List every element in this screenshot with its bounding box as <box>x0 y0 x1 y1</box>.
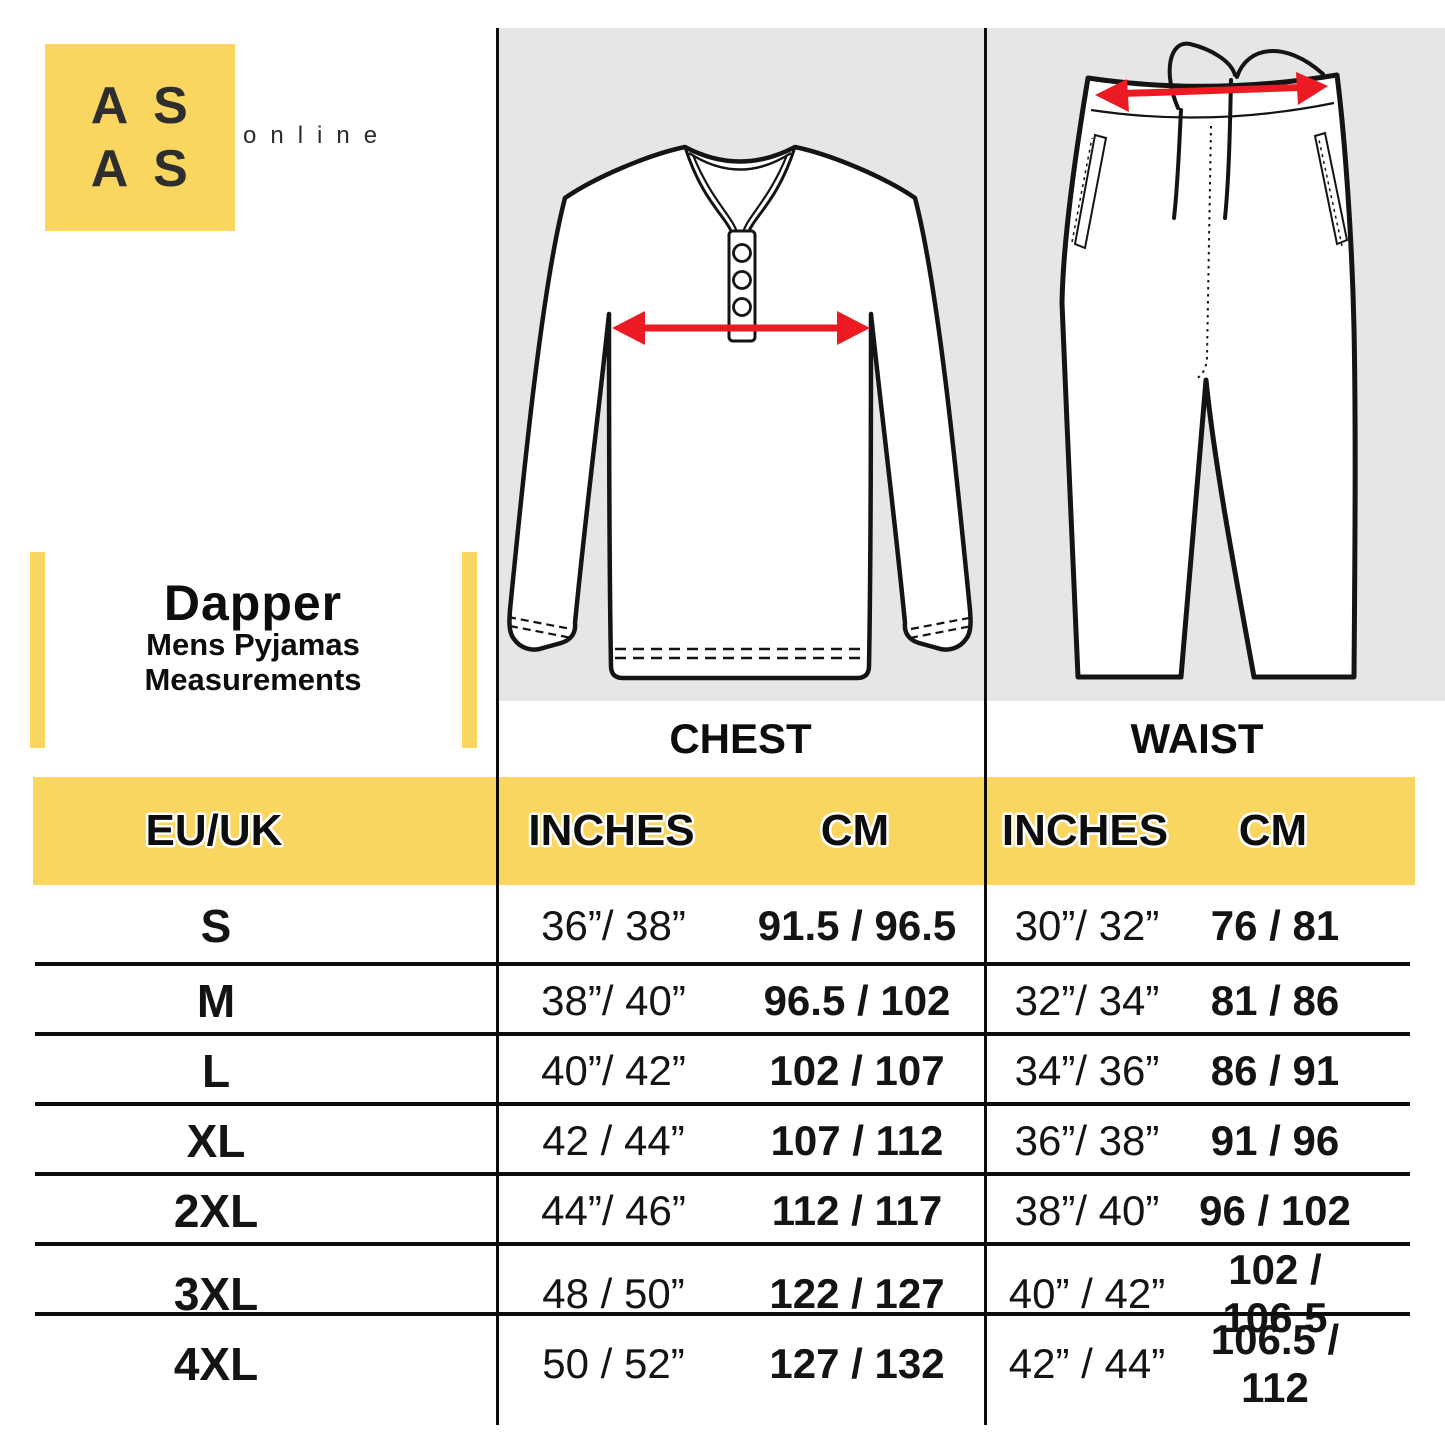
header-waist-inches: INCHES <box>1001 806 1169 855</box>
waist-cm-value: 81 / 86 <box>1210 977 1340 1024</box>
page-subtitle-line1: Mens Pyjamas <box>146 627 360 662</box>
chest-inches-value: 36”/ 38” <box>541 902 686 949</box>
page-title: Dapper <box>163 575 343 631</box>
table-row: 2XL 44”/ 46” 112 / 117 38”/ 40” 96 / 102 <box>35 1172 1410 1246</box>
waist-section-label: WAIST <box>1130 715 1264 762</box>
table-row: 4XL 50 / 52” 127 / 132 42” / 44” 106.5 /… <box>35 1312 1410 1411</box>
waist-inches-value: 30”/ 32” <box>1014 902 1160 949</box>
size-label: 4XL <box>173 1338 259 1390</box>
chest-inches-value: 40”/ 42” <box>541 1047 686 1094</box>
hem-stitching <box>615 647 865 660</box>
title-block: Dapper Mens Pyjamas Measurements <box>45 578 461 697</box>
size-label: 2XL <box>173 1185 259 1237</box>
chest-cm-value: 122 / 127 <box>769 1270 945 1317</box>
button-3 <box>732 297 752 317</box>
chest-inches-value: 42 / 44” <box>542 1117 685 1164</box>
waist-cm-value: 76 / 81 <box>1210 902 1340 949</box>
waist-inches-value: 34”/ 36” <box>1014 1047 1160 1094</box>
button-1 <box>732 243 752 263</box>
size-label: L <box>201 1045 231 1097</box>
table-row: M 38”/ 40” 96.5 / 102 32”/ 34” 81 / 86 <box>35 962 1410 1036</box>
chest-cm-value: 112 / 117 <box>771 1187 943 1234</box>
pyjama-top-illustration <box>507 144 975 681</box>
title-accent-bar-left <box>30 552 45 748</box>
chest-inches-value: 50 / 52” <box>542 1340 685 1387</box>
brand-logo: A S A S <box>45 44 235 231</box>
table-row: XL 42 / 44” 107 / 112 36”/ 38” 91 / 96 <box>35 1102 1410 1176</box>
collar-band-left <box>683 146 733 232</box>
waistband-seam <box>1090 101 1335 119</box>
chest-section-label: CHEST <box>669 715 812 762</box>
logo-letter: A <box>90 140 129 199</box>
waist-inches-value: 40” / 42” <box>1008 1270 1166 1317</box>
header-chest-inches: INCHES <box>528 806 695 855</box>
chest-cm-value: 127 / 132 <box>769 1340 945 1387</box>
chest-cm-value: 91.5 / 96.5 <box>757 902 957 949</box>
table-divider-right <box>984 28 987 1425</box>
waist-cm-value: 106.5 / 112 <box>1210 1316 1340 1411</box>
logo-suffix: online <box>243 122 392 149</box>
table-row: S 36”/ 38” 91.5 / 96.5 30”/ 32” 76 / 81 <box>35 890 1410 962</box>
cuff-stitching <box>507 615 975 640</box>
drawstring <box>1167 41 1325 220</box>
waist-inches-value: 36”/ 38” <box>1014 1117 1160 1164</box>
header-chest-cm: CM <box>820 806 890 855</box>
waist-cm-value: 86 / 91 <box>1210 1047 1340 1094</box>
waist-cm-value: 96 / 102 <box>1199 1187 1351 1234</box>
logo-letter: S <box>153 140 188 199</box>
waist-cm-value: 91 / 96 <box>1210 1117 1340 1164</box>
size-label: 3XL <box>173 1268 259 1320</box>
chest-cm-value: 96.5 / 102 <box>763 977 951 1024</box>
chest-inches-value: 48 / 50” <box>542 1270 685 1317</box>
shirt-outline <box>507 144 973 681</box>
table-header-row: EU/UK INCHES CM INCHES CM <box>33 777 1415 885</box>
pants-outline <box>1059 72 1358 680</box>
collar-band-right <box>747 146 797 232</box>
size-label: XL <box>186 1115 246 1167</box>
table-divider-left <box>496 28 499 1425</box>
logo-letter: A <box>90 76 129 135</box>
collar-inner-back-line <box>688 151 792 171</box>
title-accent-bar-right <box>462 552 477 748</box>
header-waist-cm: CM <box>1238 806 1308 855</box>
header-size: EU/UK <box>145 806 283 855</box>
size-label: S <box>200 900 232 952</box>
page-subtitle-line2: Measurements <box>144 661 362 697</box>
pyjama-pants-illustration <box>1059 41 1358 680</box>
logo-letter: S <box>153 76 188 135</box>
chest-cm-value: 102 / 107 <box>769 1047 945 1094</box>
button-2 <box>732 270 752 290</box>
pocket-welts <box>1071 131 1349 250</box>
chest-arrow-icon <box>612 311 870 345</box>
waist-arrow-icon <box>1095 72 1328 112</box>
chest-cm-value: 107 / 112 <box>770 1117 944 1164</box>
fly-stitch <box>1195 125 1212 380</box>
chest-inches-value: 44”/ 46” <box>541 1187 686 1234</box>
waist-cm-value: 102 / 106.5 <box>1222 1246 1328 1341</box>
table-row: 3XL 48 / 50” 122 / 127 40” / 42” 102 / 1… <box>35 1242 1410 1341</box>
waist-inches-value: 38”/ 40” <box>1014 1187 1160 1234</box>
chest-inches-value: 38”/ 40” <box>541 977 686 1024</box>
waist-inches-value: 42” / 44” <box>1008 1340 1166 1387</box>
size-label: M <box>196 975 236 1027</box>
table-row: L 40”/ 42” 102 / 107 34”/ 36” 86 / 91 <box>35 1032 1410 1106</box>
waist-inches-value: 32”/ 34” <box>1014 977 1160 1024</box>
